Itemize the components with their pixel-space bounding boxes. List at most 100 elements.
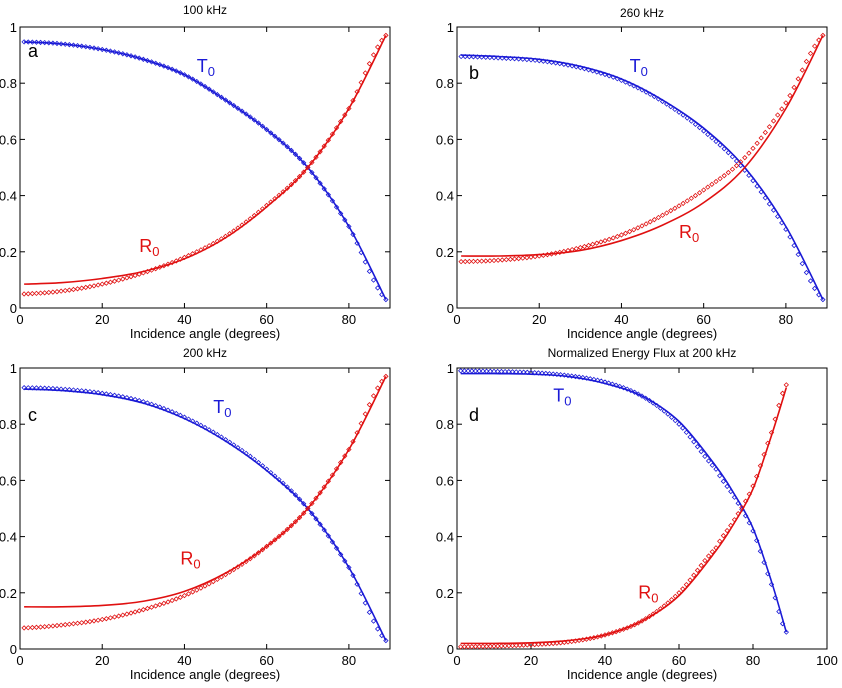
data-point [511, 56, 518, 62]
data-point [795, 76, 801, 82]
data-point [206, 243, 212, 249]
data-point [701, 128, 707, 134]
data-point [622, 79, 629, 85]
data-point [702, 557, 708, 564]
data-point [509, 369, 516, 375]
data-point [779, 621, 786, 627]
data-point [691, 572, 697, 578]
data-point [136, 271, 142, 277]
data-point [573, 64, 579, 70]
data-point [470, 258, 477, 265]
data-point [610, 74, 616, 80]
data-point [585, 242, 592, 249]
data-point [469, 643, 475, 650]
data-point [202, 424, 208, 431]
data-point [590, 241, 596, 247]
data-point [255, 209, 262, 215]
data-point [643, 221, 649, 227]
x-axis-label: Incidence angle (degrees) [130, 667, 280, 682]
data-point [776, 608, 782, 615]
data-point [284, 144, 290, 150]
plot-frame [456, 26, 828, 309]
series-markers-T [458, 368, 789, 635]
data-point [676, 421, 682, 427]
data-point [724, 527, 730, 534]
data-point [25, 39, 31, 45]
curve-label-subscript: 0 [564, 394, 571, 409]
data-point [572, 373, 579, 380]
data-point [227, 439, 233, 445]
data-point [581, 243, 588, 250]
y-tick-label: 0 [10, 642, 17, 657]
data-point [717, 473, 723, 479]
data-point [659, 212, 666, 218]
data-point [87, 283, 93, 290]
data-point [694, 444, 701, 450]
data-point [194, 587, 200, 593]
data-point [222, 233, 229, 240]
y-tick-label: 1 [10, 20, 17, 35]
data-point [524, 56, 530, 63]
data-point [709, 135, 715, 141]
curve-label-main: R [638, 582, 651, 602]
curve-label-subscript: 0 [651, 590, 658, 605]
data-point [239, 222, 245, 228]
data-point [264, 543, 270, 550]
data-point [754, 473, 760, 480]
curve-label-main: T [553, 386, 564, 406]
data-point [528, 254, 534, 260]
data-point [66, 387, 72, 393]
x-tick-label: 60 [696, 312, 710, 327]
data-point [362, 259, 368, 265]
data-point [609, 630, 616, 636]
data-point [461, 644, 468, 650]
data-point [144, 57, 151, 64]
data-point [239, 561, 245, 567]
data-point [33, 624, 40, 630]
data-point [594, 240, 600, 246]
data-point [333, 204, 340, 210]
y-tick-label: 0.4 [0, 189, 17, 204]
data-point [701, 187, 707, 193]
data-point [95, 282, 101, 288]
data-point [338, 210, 344, 217]
data-point [762, 129, 768, 136]
data-point [329, 131, 336, 137]
data-point [231, 228, 237, 234]
data-point [272, 133, 278, 139]
data-point [713, 138, 719, 145]
data-point [99, 616, 105, 623]
data-point [358, 249, 364, 256]
data-point [66, 287, 72, 293]
data-point [487, 368, 493, 374]
data-point [536, 253, 542, 259]
data-point [480, 643, 486, 650]
curve-label-R: R0 [679, 222, 699, 245]
curve-label-subscript: 0 [193, 557, 200, 572]
data-point [532, 57, 538, 63]
data-point [598, 378, 604, 384]
data-point [647, 219, 653, 225]
data-point [791, 242, 797, 249]
data-point [587, 376, 593, 382]
data-point [354, 430, 360, 436]
data-point [746, 491, 752, 497]
x-tick-label: 20 [524, 653, 538, 668]
curve-label-main: T [213, 397, 224, 417]
data-point [255, 459, 262, 466]
data-point [696, 124, 703, 131]
data-point [746, 150, 752, 156]
data-point [103, 391, 109, 397]
data-point [124, 611, 130, 617]
data-point [247, 114, 253, 120]
data-point [375, 44, 381, 50]
data-point [585, 67, 592, 73]
panel-letter: d [469, 405, 479, 425]
data-point [251, 456, 257, 463]
data-point [194, 420, 200, 426]
data-point [487, 54, 493, 61]
data-point [288, 488, 294, 494]
data-point [561, 61, 567, 67]
data-point [498, 643, 505, 649]
data-point [161, 263, 167, 269]
